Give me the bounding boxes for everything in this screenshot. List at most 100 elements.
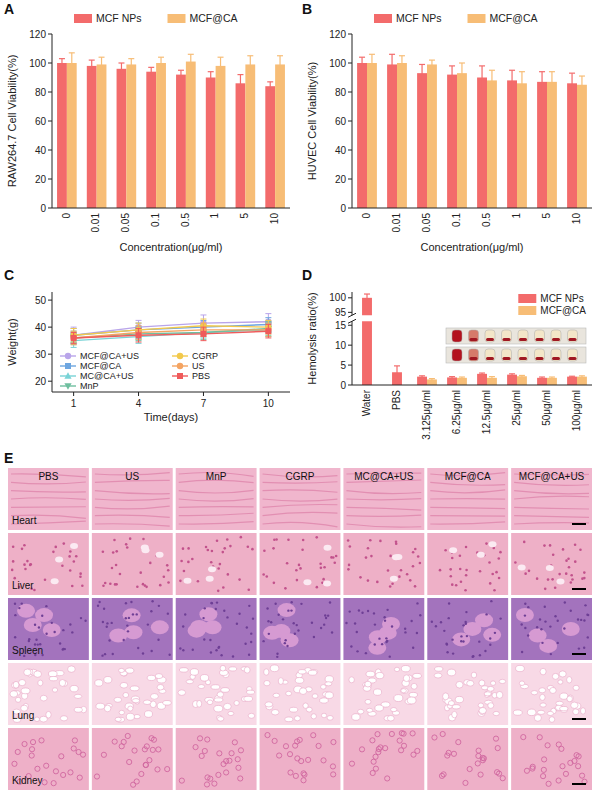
tissue-texture [514,561,517,564]
error-line [371,54,372,71]
tissue-texture [391,582,394,585]
tissue-texture [577,618,579,620]
error-cap [128,58,134,59]
tissue-texture [527,634,529,636]
inset-tube [551,349,561,361]
tissue-texture [346,491,421,494]
error-cap [71,343,77,344]
tissue-texture [190,669,198,676]
tissue-texture [521,651,523,653]
tissue-texture [210,561,213,564]
error-cap [509,70,515,71]
inset-tube [518,349,528,361]
error-bar [148,67,154,76]
tissue-texture [494,632,496,634]
error-cap [136,325,142,326]
error-bar [419,64,425,81]
y-tick-label: 95 [335,307,347,318]
tissue-texture [266,607,268,609]
x-axis [352,208,592,209]
tissue-texture [562,548,565,551]
tissue-texture [445,643,447,645]
tissue-texture [115,564,118,567]
tissue-texture [123,639,125,641]
scale-bar [572,588,586,590]
tissue-texture [202,748,207,753]
error-line [481,66,482,89]
tissue-texture [583,647,585,649]
inset-pellet [552,357,560,360]
error-line [461,63,462,83]
tissue-texture [475,761,480,766]
tissue-texture [158,605,160,607]
tissue-image [511,533,592,595]
inset-pellet [486,338,494,341]
tissue-texture [400,688,408,694]
tissue-texture [198,685,205,689]
tissue-texture [358,709,364,714]
tissue-texture [346,515,421,516]
tissue-texture [404,628,406,630]
tissue-texture [379,540,382,543]
tissue-texture [446,750,451,755]
error-bar [265,324,271,338]
error-line [396,366,397,379]
point [70,335,76,341]
tissue-texture [223,610,225,612]
y-tick-label: 80 [335,87,347,98]
tissue-texture [346,507,421,510]
error-cap [267,81,273,82]
tissue-texture [451,583,454,586]
y-tick-label: 40 [335,145,347,156]
tissue-texture [500,776,505,781]
tissue-texture [165,767,170,772]
tissue-texture [483,628,501,642]
bar [547,82,557,208]
tissue-texture [197,700,202,707]
error-line [541,72,542,92]
tissue-texture [382,617,400,631]
tissue-texture [290,601,292,603]
tissue-texture [106,622,108,624]
tissue-ground [511,728,592,790]
error-cap [136,342,142,343]
error-cap [364,293,370,294]
tissue-texture [466,635,468,637]
tissue-texture [491,681,496,686]
tissue-texture [385,776,390,781]
inset-tube [485,349,495,361]
tissue-texture [573,709,579,715]
tissue-texture [11,569,14,572]
tissue-texture [327,614,329,616]
tissue-texture [236,623,238,625]
tissue-texture [365,652,367,654]
tissue-texture [416,602,418,604]
y-tick-label: 40 [35,145,47,156]
error-bar [519,375,525,377]
tissue-texture [240,536,243,539]
tissue-texture [301,549,304,552]
marks [362,294,587,385]
error-line [361,57,362,69]
tissue-texture [262,573,265,576]
tissue-texture [167,581,170,584]
tissue-texture [13,681,19,688]
bar [537,378,547,385]
tissue-texture [179,499,254,502]
tissue-texture [251,548,254,551]
tissue-ground [92,468,173,530]
tissue-texture [376,581,379,584]
tissue-texture [345,622,347,624]
tissue-texture [460,635,462,637]
tissue-image [343,468,424,530]
tissue-texture [574,560,577,563]
tissue-texture [439,773,444,778]
tissue-texture [497,557,500,560]
tissue-texture [495,745,500,750]
tissue-texture [178,690,186,696]
tissue-texture [359,747,364,752]
tissue-texture [211,685,220,690]
tissue-texture [460,640,462,642]
tissue-texture [124,625,142,639]
error-cap [218,57,224,58]
